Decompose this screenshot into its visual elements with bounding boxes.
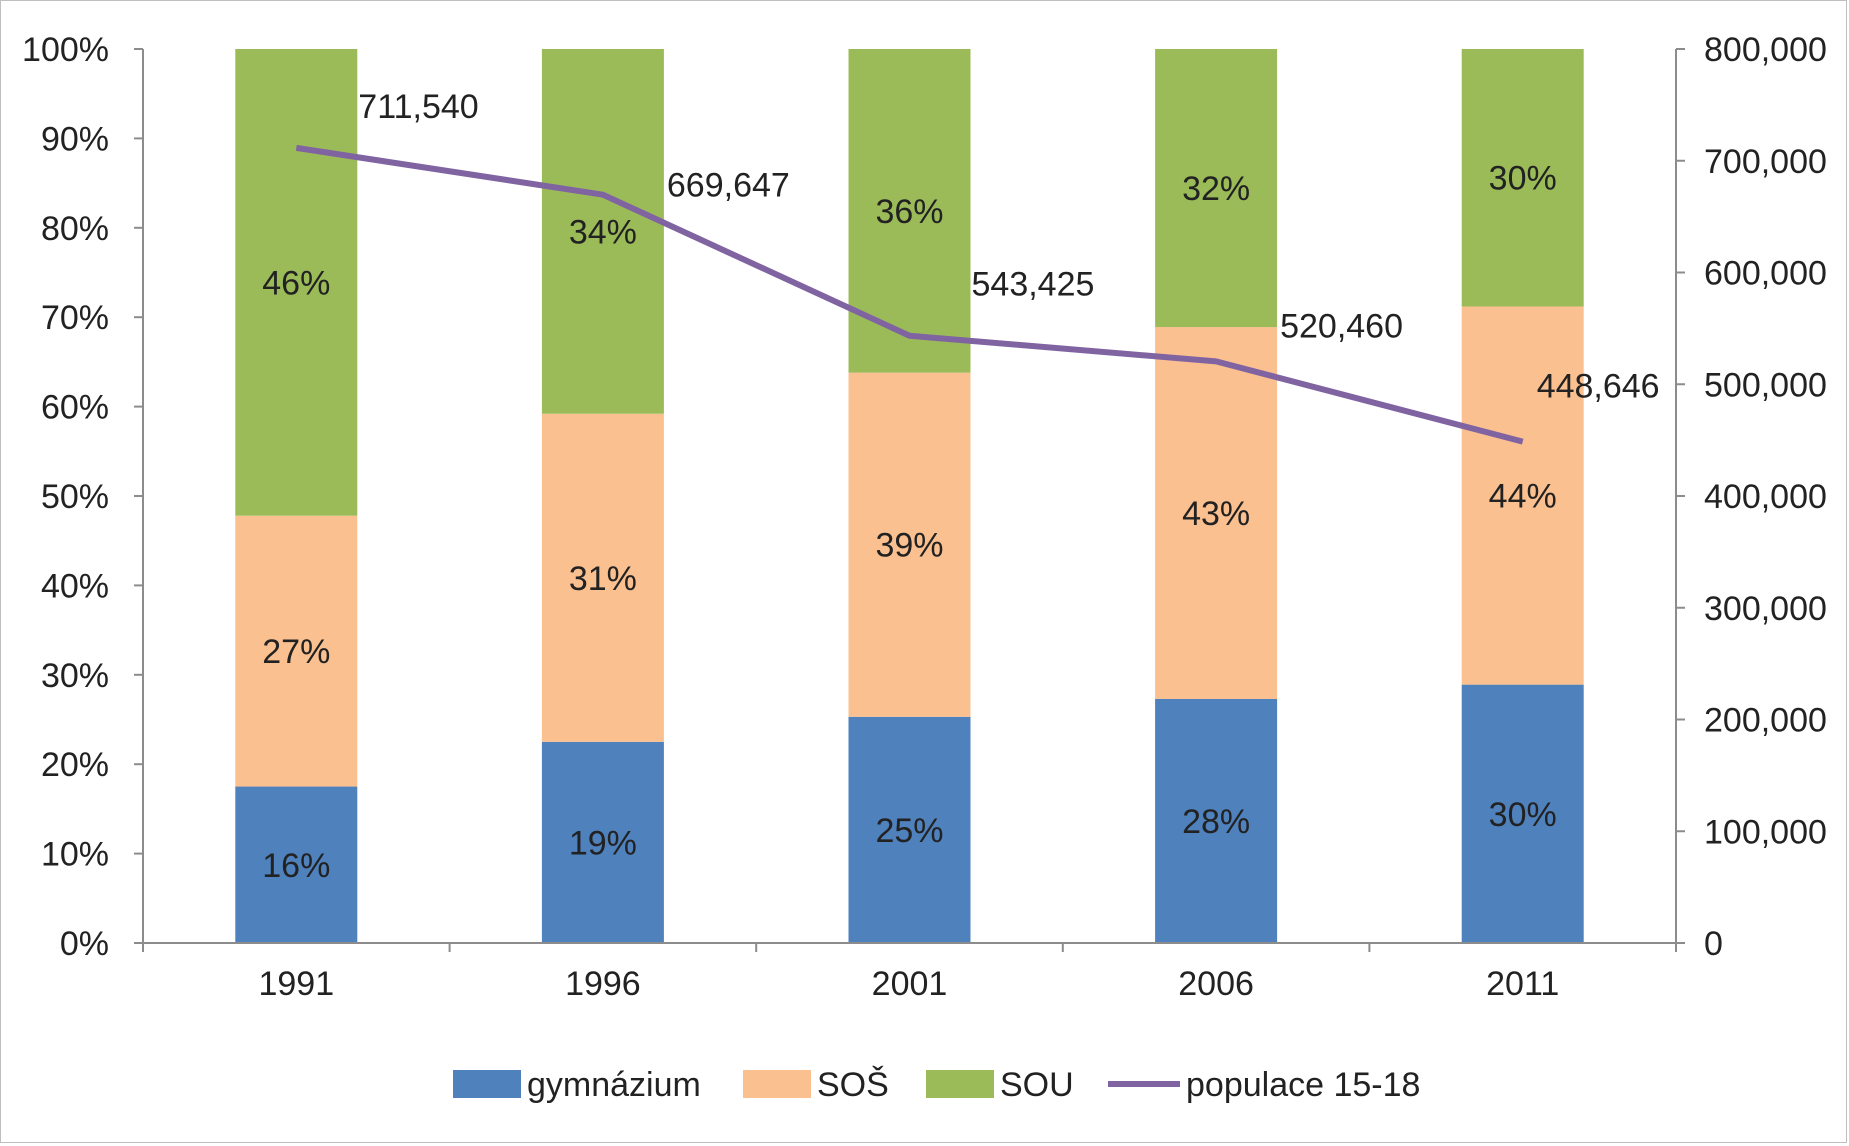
bar-gymn-zium-1991 [235,786,358,943]
data-label: 46% [262,264,330,302]
right-tick-label: 800,000 [1704,31,1827,69]
bar-sou-1996 [541,49,664,414]
left-tick-label: 0% [60,925,109,963]
x-tick-label: 1996 [565,965,641,1003]
legend-label: SOŠ [817,1066,889,1104]
data-label: 27% [262,633,330,671]
bar-gymn-zium-2001 [848,716,971,943]
right-tick-label: 500,000 [1704,366,1827,404]
bar-sou-2011 [1461,49,1584,307]
bar-so--1991 [235,515,358,787]
data-label: 36% [875,193,943,231]
data-label: 16% [262,847,330,885]
data-label: 543,425 [972,266,1095,304]
data-label: 669,647 [667,167,790,205]
right-tick-label: 400,000 [1704,478,1827,516]
bar-so--2001 [848,372,971,717]
x-tick-label: 2006 [1178,965,1254,1003]
left-tick-label: 100% [22,31,109,69]
left-tick-label: 70% [41,299,109,337]
bar-gymn-zium-2006 [1155,698,1278,943]
legend-swatch [453,1070,521,1098]
legend-label: populace 15-18 [1186,1066,1420,1104]
right-tick-label: 300,000 [1704,590,1827,628]
left-tick-label: 50% [41,478,109,516]
x-tick-label: 2001 [872,965,948,1003]
data-label: 32% [1182,170,1250,208]
left-tick-label: 10% [41,836,109,874]
data-label: 39% [875,527,943,565]
legend-swatch [926,1070,994,1098]
legend-label: SOU [1000,1066,1074,1104]
data-label: 43% [1182,495,1250,533]
right-tick-label: 100,000 [1704,813,1827,851]
bar-sou-2006 [1155,49,1278,328]
data-label: 28% [1182,803,1250,841]
population-line [295,144,1524,445]
data-label: 448,646 [1537,368,1660,406]
legend-label: gymnázium [527,1066,701,1104]
data-label: 44% [1489,478,1557,516]
data-label: 34% [569,213,637,251]
bar-so--2006 [1155,327,1278,699]
data-label: 31% [569,560,637,598]
bar-gymn-zium-1996 [541,741,664,943]
data-label: 19% [569,824,637,862]
right-tick-label: 600,000 [1704,255,1827,293]
bar-so--2011 [1461,306,1584,685]
data-label: 30% [1489,160,1557,198]
left-tick-label: 90% [41,120,109,158]
right-tick-label: 0 [1704,925,1723,963]
left-tick-label: 80% [41,210,109,248]
right-tick-label: 200,000 [1704,702,1827,740]
data-label: 30% [1489,796,1557,834]
legend-swatch [743,1070,811,1098]
bar-sou-1991 [235,49,358,516]
left-tick-label: 20% [41,746,109,784]
x-tick-label: 1991 [258,965,334,1003]
bar-gymn-zium-2011 [1461,684,1584,943]
left-tick-label: 30% [41,657,109,695]
x-tick-label: 2011 [1486,965,1559,1003]
data-label: 711,540 [358,88,478,126]
left-tick-label: 60% [41,389,109,427]
bar-so--1996 [541,413,664,742]
left-tick-label: 40% [41,567,109,605]
data-label: 520,460 [1280,307,1403,345]
data-label: 25% [875,812,943,850]
right-tick-label: 700,000 [1704,143,1827,181]
